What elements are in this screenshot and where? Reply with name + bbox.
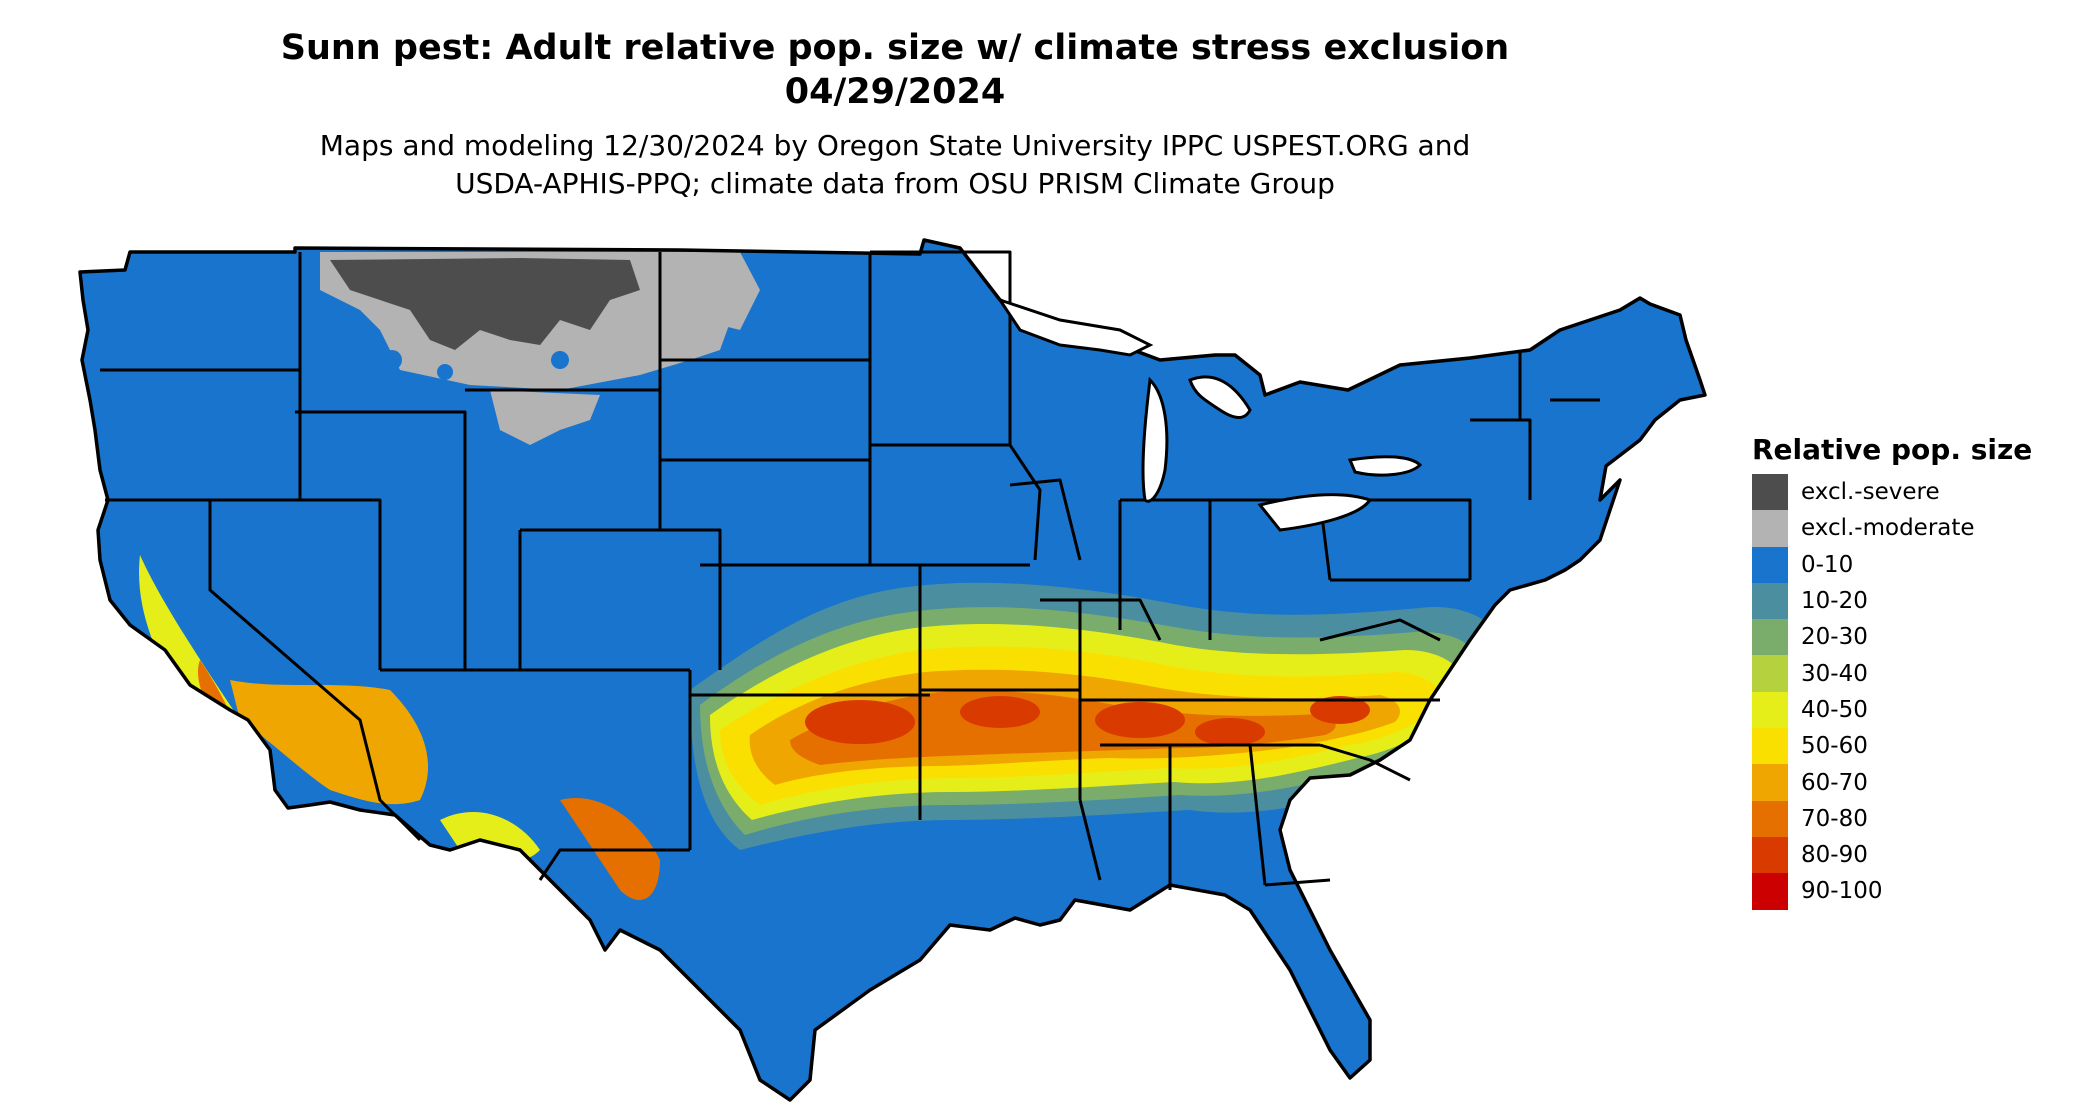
legend-item: 40-50: [1752, 691, 2092, 729]
legend-item: 80-90: [1752, 836, 2092, 874]
legend-item: 30-40: [1752, 655, 2092, 692]
legend-swatch: [1752, 728, 1788, 765]
map-credit-line-2: USDA-APHIS-PPQ; climate data from OSU PR…: [455, 167, 1335, 200]
legend-swatch: [1752, 474, 1788, 511]
legend-item: 0-10: [1752, 546, 2092, 583]
legend-item: 20-30: [1752, 619, 2092, 656]
map-title: Sunn pest: Adult relative pop. size w/ c…: [280, 28, 1510, 68]
map-legend: Relative pop. size excl.-severe excl.-mod…: [1752, 432, 2092, 910]
great-lakes: [996, 297, 1423, 532]
legend-item: 50-60: [1752, 728, 2092, 765]
legend-swatch: [1752, 764, 1788, 801]
legend-items: excl.-severe excl.-moderate 0-10 10-20 20-30…: [1752, 474, 2092, 910]
legend-label: excl.-moderate: [1801, 515, 1975, 542]
legend-label: 80-90: [1801, 842, 1868, 869]
legend-item: 10-20: [1752, 582, 2092, 620]
legend-label: 40-50: [1801, 696, 1868, 723]
legend-title: Relative pop. size: [1752, 433, 2033, 466]
legend-item: excl.-moderate: [1752, 510, 2092, 547]
legend-label: 0-10: [1801, 551, 1854, 578]
legend-swatch: [1752, 691, 1788, 729]
legend-label: 30-40: [1801, 660, 1868, 687]
legend-item: 60-70: [1752, 764, 2092, 801]
legend-swatch: [1752, 836, 1788, 874]
legend-label: 90-100: [1801, 878, 1883, 905]
legend-item: excl.-severe: [1752, 474, 2092, 511]
legend-swatch: [1752, 582, 1788, 620]
legend-swatch: [1752, 873, 1788, 910]
legend-swatch: [1752, 800, 1788, 837]
legend-swatch: [1752, 655, 1788, 692]
exclusion-zone-north: [320, 252, 760, 445]
state-borders: [78, 238, 1707, 1102]
legend-item: 70-80: [1752, 800, 2092, 837]
legend-label: excl.-severe: [1801, 479, 1940, 506]
map-date: 04/29/2024: [784, 72, 1006, 112]
legend-swatch: [1752, 546, 1788, 583]
risk-band-south: [690, 582, 1520, 850]
legend-label: 20-30: [1801, 624, 1868, 651]
legend-label: 50-60: [1801, 733, 1868, 760]
legend-item: 90-100: [1752, 873, 2092, 910]
legend-label: 10-20: [1801, 588, 1868, 615]
legend-label: 70-80: [1801, 805, 1868, 832]
legend-swatch: [1752, 619, 1788, 656]
map-credit-line-1: Maps and modeling 12/30/2024 by Oregon S…: [319, 129, 1471, 162]
us-map: [78, 238, 1707, 1102]
legend-swatch: [1752, 510, 1788, 547]
legend-label: 60-70: [1801, 769, 1868, 796]
